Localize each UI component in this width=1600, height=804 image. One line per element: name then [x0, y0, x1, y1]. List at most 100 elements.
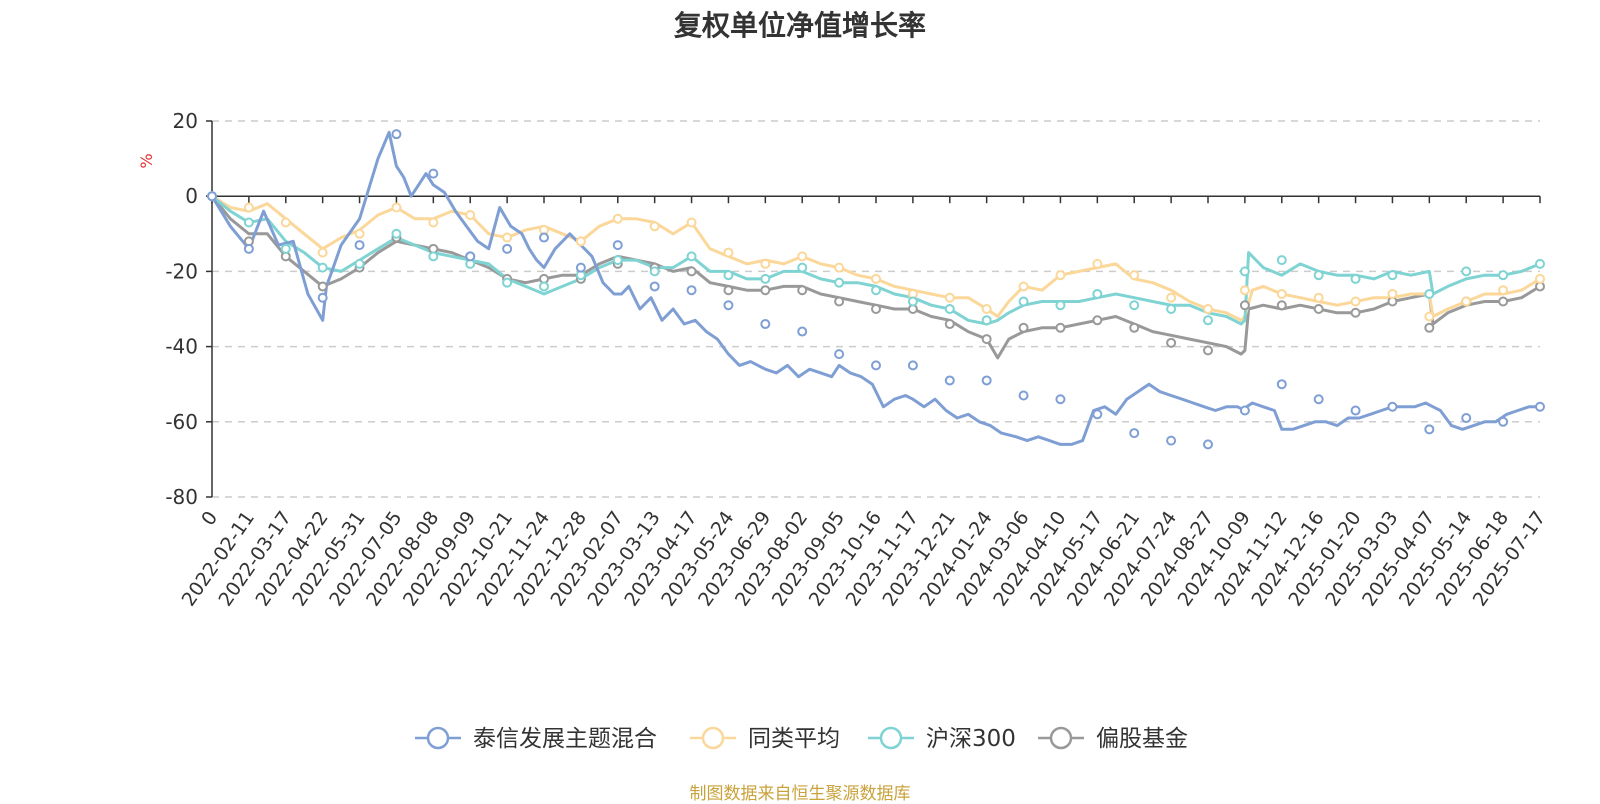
data-point	[1239, 285, 1250, 296]
data-point	[723, 270, 734, 281]
data-point	[1424, 288, 1435, 299]
data-point	[1424, 424, 1435, 435]
data-point	[1018, 296, 1029, 307]
x-tick-label: 0	[197, 507, 222, 530]
data-point	[391, 129, 402, 140]
data-point	[1313, 394, 1324, 405]
data-point	[502, 243, 513, 254]
data-point	[317, 262, 328, 273]
data-point	[797, 326, 808, 337]
data-point	[1535, 273, 1545, 284]
data-point	[1203, 345, 1213, 356]
legend-swatch-marker	[1049, 726, 1073, 750]
data-point	[317, 247, 328, 258]
legend-swatch-marker	[426, 726, 450, 750]
data-point	[797, 285, 808, 296]
y-tick-label: 20	[173, 109, 198, 133]
data-point	[907, 296, 918, 307]
data-point	[1166, 435, 1177, 446]
data-point	[1239, 405, 1250, 416]
data-point	[243, 243, 254, 254]
data-point	[944, 304, 955, 314]
chart-title: 复权单位净值增长率	[673, 9, 926, 42]
data-point	[1018, 390, 1029, 401]
data-point	[1313, 304, 1324, 314]
data-point	[428, 251, 439, 262]
data-point	[871, 304, 881, 314]
data-point	[723, 247, 734, 258]
data-point	[944, 319, 955, 330]
data-point	[760, 285, 771, 296]
data-point	[1203, 315, 1213, 326]
data-point	[1203, 304, 1213, 314]
data-point	[1276, 379, 1287, 390]
series-markers	[207, 129, 1545, 450]
data-point	[723, 300, 734, 311]
data-point	[207, 191, 217, 202]
data-point	[944, 375, 955, 386]
data-point	[1498, 270, 1509, 281]
data-point	[649, 221, 660, 232]
data-point	[1203, 439, 1213, 450]
data-point	[317, 281, 328, 292]
data-point	[834, 349, 845, 360]
data-point	[1018, 281, 1029, 292]
data-point	[686, 217, 697, 228]
data-point	[317, 292, 328, 303]
data-point	[1055, 300, 1066, 311]
data-point	[1350, 307, 1361, 318]
data-point	[539, 281, 549, 292]
data-point	[1129, 322, 1140, 333]
data-point	[1387, 288, 1398, 299]
legend-label: 同类平均	[748, 726, 840, 752]
data-point	[428, 217, 439, 228]
axes	[206, 120, 1541, 498]
data-point	[612, 213, 623, 224]
legend: 泰信发展主题混合 同类平均 沪深300 偏股基金	[415, 726, 1188, 752]
data-point	[1498, 296, 1509, 307]
legend-swatch-marker	[701, 726, 725, 750]
data-point	[575, 236, 586, 247]
data-point	[612, 240, 623, 251]
data-point	[723, 285, 734, 296]
y-tick-label: -20	[165, 259, 198, 283]
data-point	[391, 202, 402, 213]
y-axis-unit-label: %	[137, 153, 156, 168]
data-point	[760, 273, 771, 284]
legend-label: 沪深300	[926, 726, 1016, 752]
data-point	[1055, 270, 1066, 281]
data-point	[575, 262, 586, 273]
data-point	[981, 304, 992, 314]
y-tick-label: -40	[165, 335, 198, 359]
data-point	[1092, 288, 1103, 299]
data-point	[502, 232, 513, 243]
data-point	[465, 210, 476, 220]
data-point	[1350, 273, 1361, 284]
legend-label: 偏股基金	[1096, 726, 1188, 752]
data-point	[502, 277, 513, 288]
data-point	[1092, 409, 1103, 420]
data-point	[760, 319, 771, 330]
y-tick-labels: 20 0 -20 -40 -60 -80	[165, 109, 198, 509]
grid-lines	[212, 120, 1540, 498]
data-point	[465, 251, 476, 262]
data-point	[686, 266, 697, 277]
data-point	[649, 281, 660, 292]
data-point	[1239, 300, 1250, 311]
data-point	[871, 273, 881, 284]
legend-swatch-marker	[879, 726, 903, 750]
data-point	[1350, 405, 1361, 416]
data-point	[1092, 315, 1103, 326]
data-point	[1166, 304, 1177, 314]
data-point	[243, 202, 254, 213]
y-tick-label: 0	[185, 184, 198, 208]
data-point	[428, 168, 439, 179]
legend-label: 泰信发展主题混合	[473, 726, 657, 752]
data-point	[1166, 292, 1177, 303]
data-point	[1313, 292, 1324, 303]
data-point	[1166, 337, 1177, 348]
data-point	[1018, 322, 1029, 333]
data-point	[391, 228, 402, 239]
data-point	[354, 258, 365, 269]
data-point	[1535, 258, 1545, 269]
